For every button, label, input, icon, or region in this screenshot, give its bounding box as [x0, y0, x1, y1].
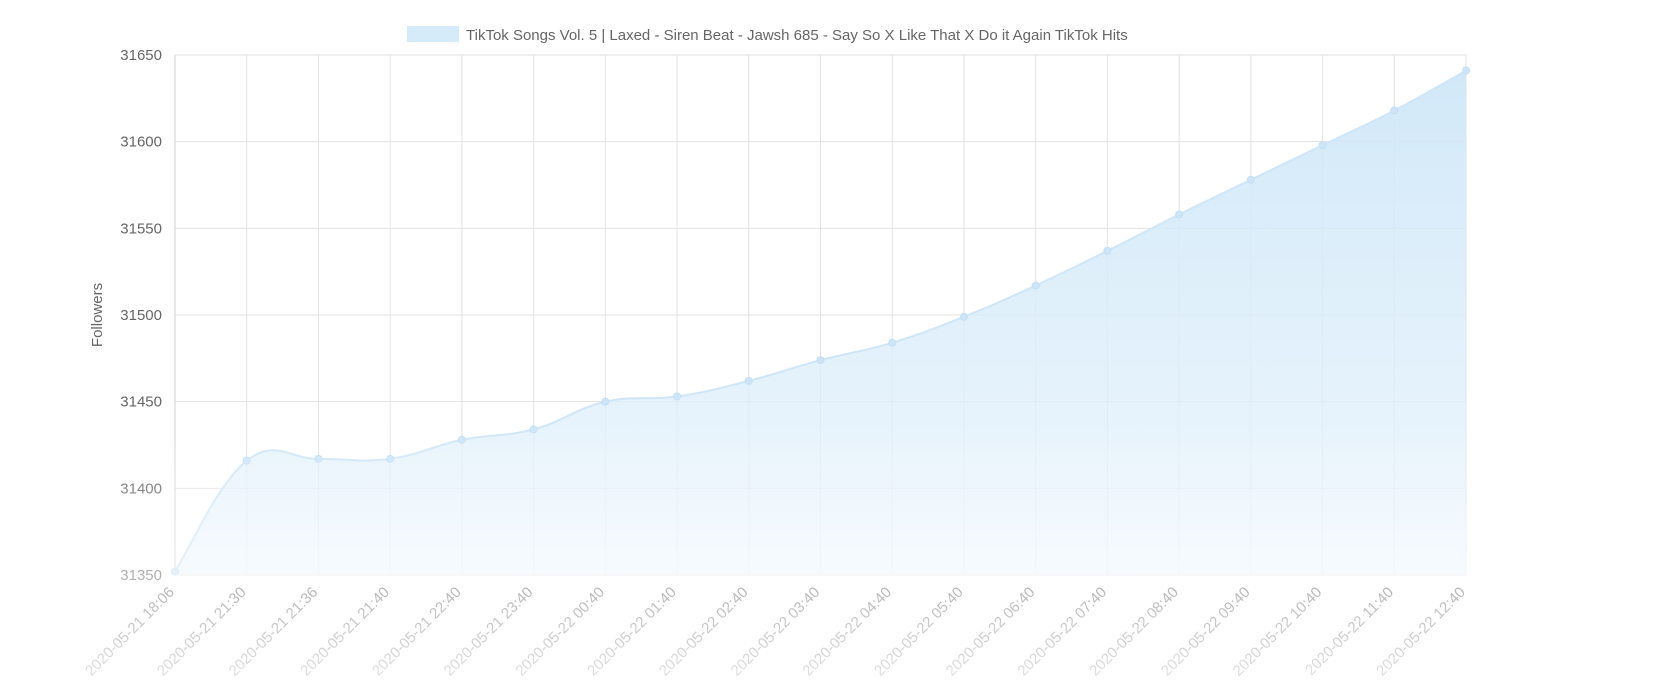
- legend-label: TikTok Songs Vol. 5 | Laxed - Siren Beat…: [466, 27, 1128, 44]
- y-axis-ticks: 31650 31600 31550 31500 31450 31400 31350: [120, 47, 162, 584]
- data-point[interactable]: [1462, 66, 1470, 75]
- data-point[interactable]: [386, 454, 395, 463]
- y-tick-label: 31600: [120, 134, 162, 151]
- data-point[interactable]: [888, 338, 897, 347]
- y-tick-label: 31500: [120, 307, 162, 324]
- y-tick-label: 31550: [120, 220, 162, 237]
- data-point[interactable]: [314, 454, 323, 463]
- legend-swatch: [407, 26, 459, 42]
- data-point[interactable]: [529, 425, 538, 434]
- data-point[interactable]: [744, 376, 753, 385]
- data-point[interactable]: [1103, 246, 1112, 255]
- data-point[interactable]: [1246, 175, 1255, 184]
- data-point[interactable]: [242, 456, 251, 465]
- legend[interactable]: TikTok Songs Vol. 5 | Laxed - Siren Beat…: [407, 26, 1128, 44]
- data-point[interactable]: [457, 435, 466, 444]
- data-point[interactable]: [171, 567, 179, 576]
- data-point[interactable]: [959, 312, 968, 321]
- data-point[interactable]: [1318, 141, 1327, 150]
- data-point[interactable]: [673, 392, 682, 401]
- data-point[interactable]: [1175, 210, 1184, 219]
- y-axis-title: Followers: [89, 283, 106, 347]
- data-point[interactable]: [816, 356, 825, 365]
- y-tick-label: 31650: [120, 47, 162, 64]
- data-point[interactable]: [1390, 106, 1399, 115]
- data-point[interactable]: [1031, 281, 1040, 290]
- y-tick-label: 31400: [120, 480, 162, 497]
- y-tick-label: 31450: [120, 394, 162, 411]
- y-tick-label: 31350: [120, 567, 162, 584]
- data-point[interactable]: [601, 397, 610, 406]
